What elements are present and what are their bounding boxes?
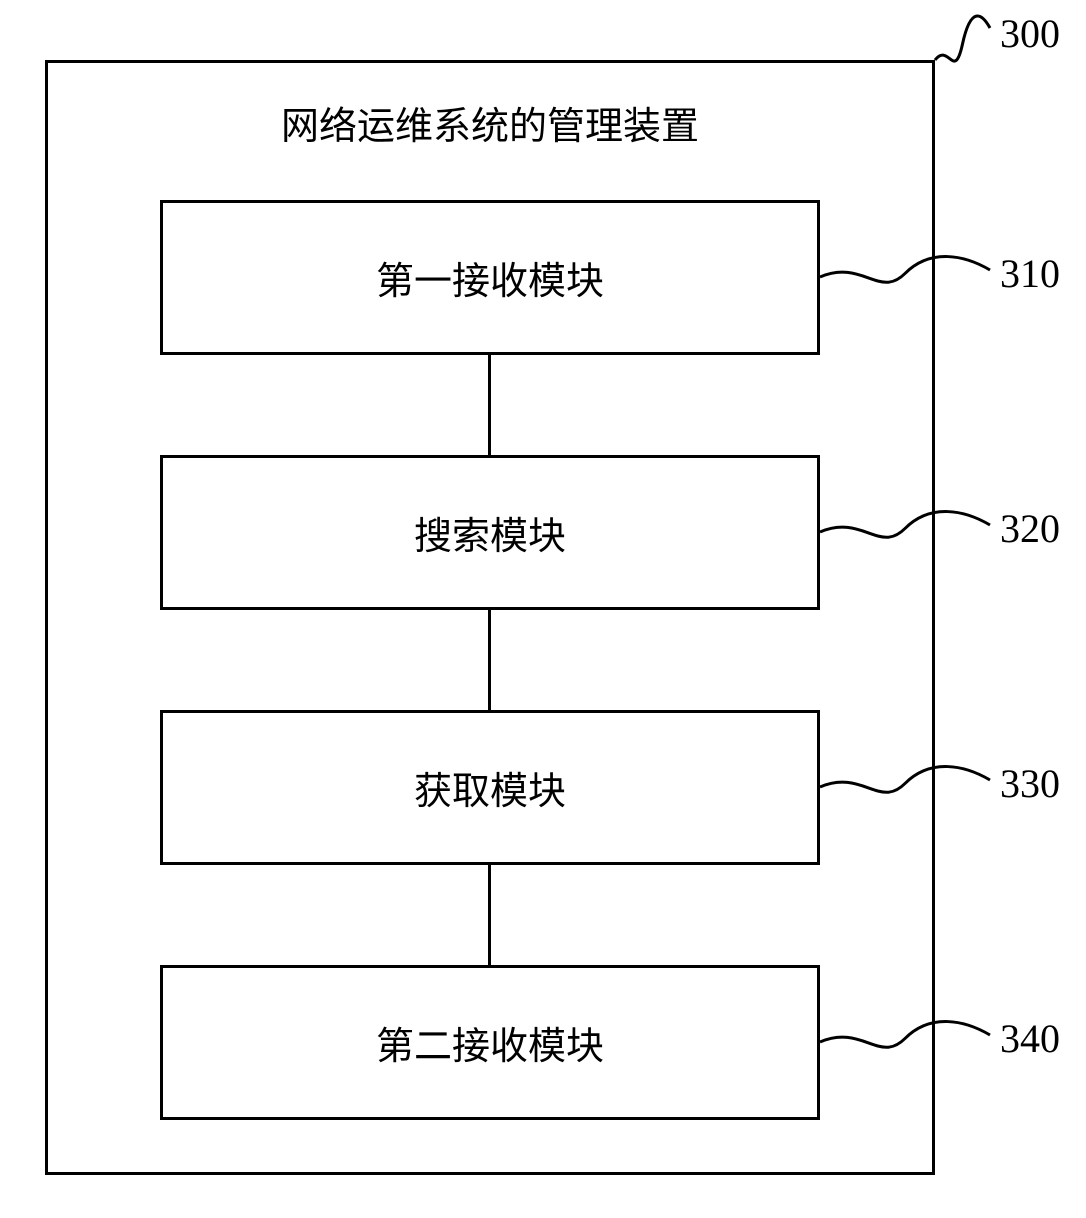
wave-path-0: [935, 16, 990, 61]
box-2: 获取模块: [160, 710, 820, 865]
box-1: 搜索模块: [160, 455, 820, 610]
title-text: 网络运维系统的管理装置: [281, 106, 699, 148]
ref-label-1: 320: [1000, 505, 1060, 552]
box-3-label: 第二接收模块: [376, 1015, 604, 1070]
ref-label-2: 330: [1000, 760, 1060, 807]
connector-0: [488, 355, 491, 455]
connector-1: [488, 610, 491, 710]
ref-number-0: 310: [1000, 251, 1060, 296]
diagram-container: 网络运维系统的管理装置 300 第一接收模块 310 搜索模块 320 获取模块…: [0, 0, 1086, 1218]
box-0: 第一接收模块: [160, 200, 820, 355]
box-0-label: 第一接收模块: [376, 250, 604, 305]
ref-number-1: 320: [1000, 506, 1060, 551]
ref-number-3: 340: [1000, 1016, 1060, 1061]
ref-number-outer: 300: [1000, 11, 1060, 56]
ref-label-outer: 300: [1000, 10, 1060, 57]
box-1-label: 搜索模块: [414, 505, 566, 560]
diagram-title: 网络运维系统的管理装置: [45, 95, 935, 150]
box-3: 第二接收模块: [160, 965, 820, 1120]
ref-label-3: 340: [1000, 1015, 1060, 1062]
ref-label-0: 310: [1000, 250, 1060, 297]
box-2-label: 获取模块: [414, 760, 566, 815]
connector-2: [488, 865, 491, 965]
ref-number-2: 330: [1000, 761, 1060, 806]
